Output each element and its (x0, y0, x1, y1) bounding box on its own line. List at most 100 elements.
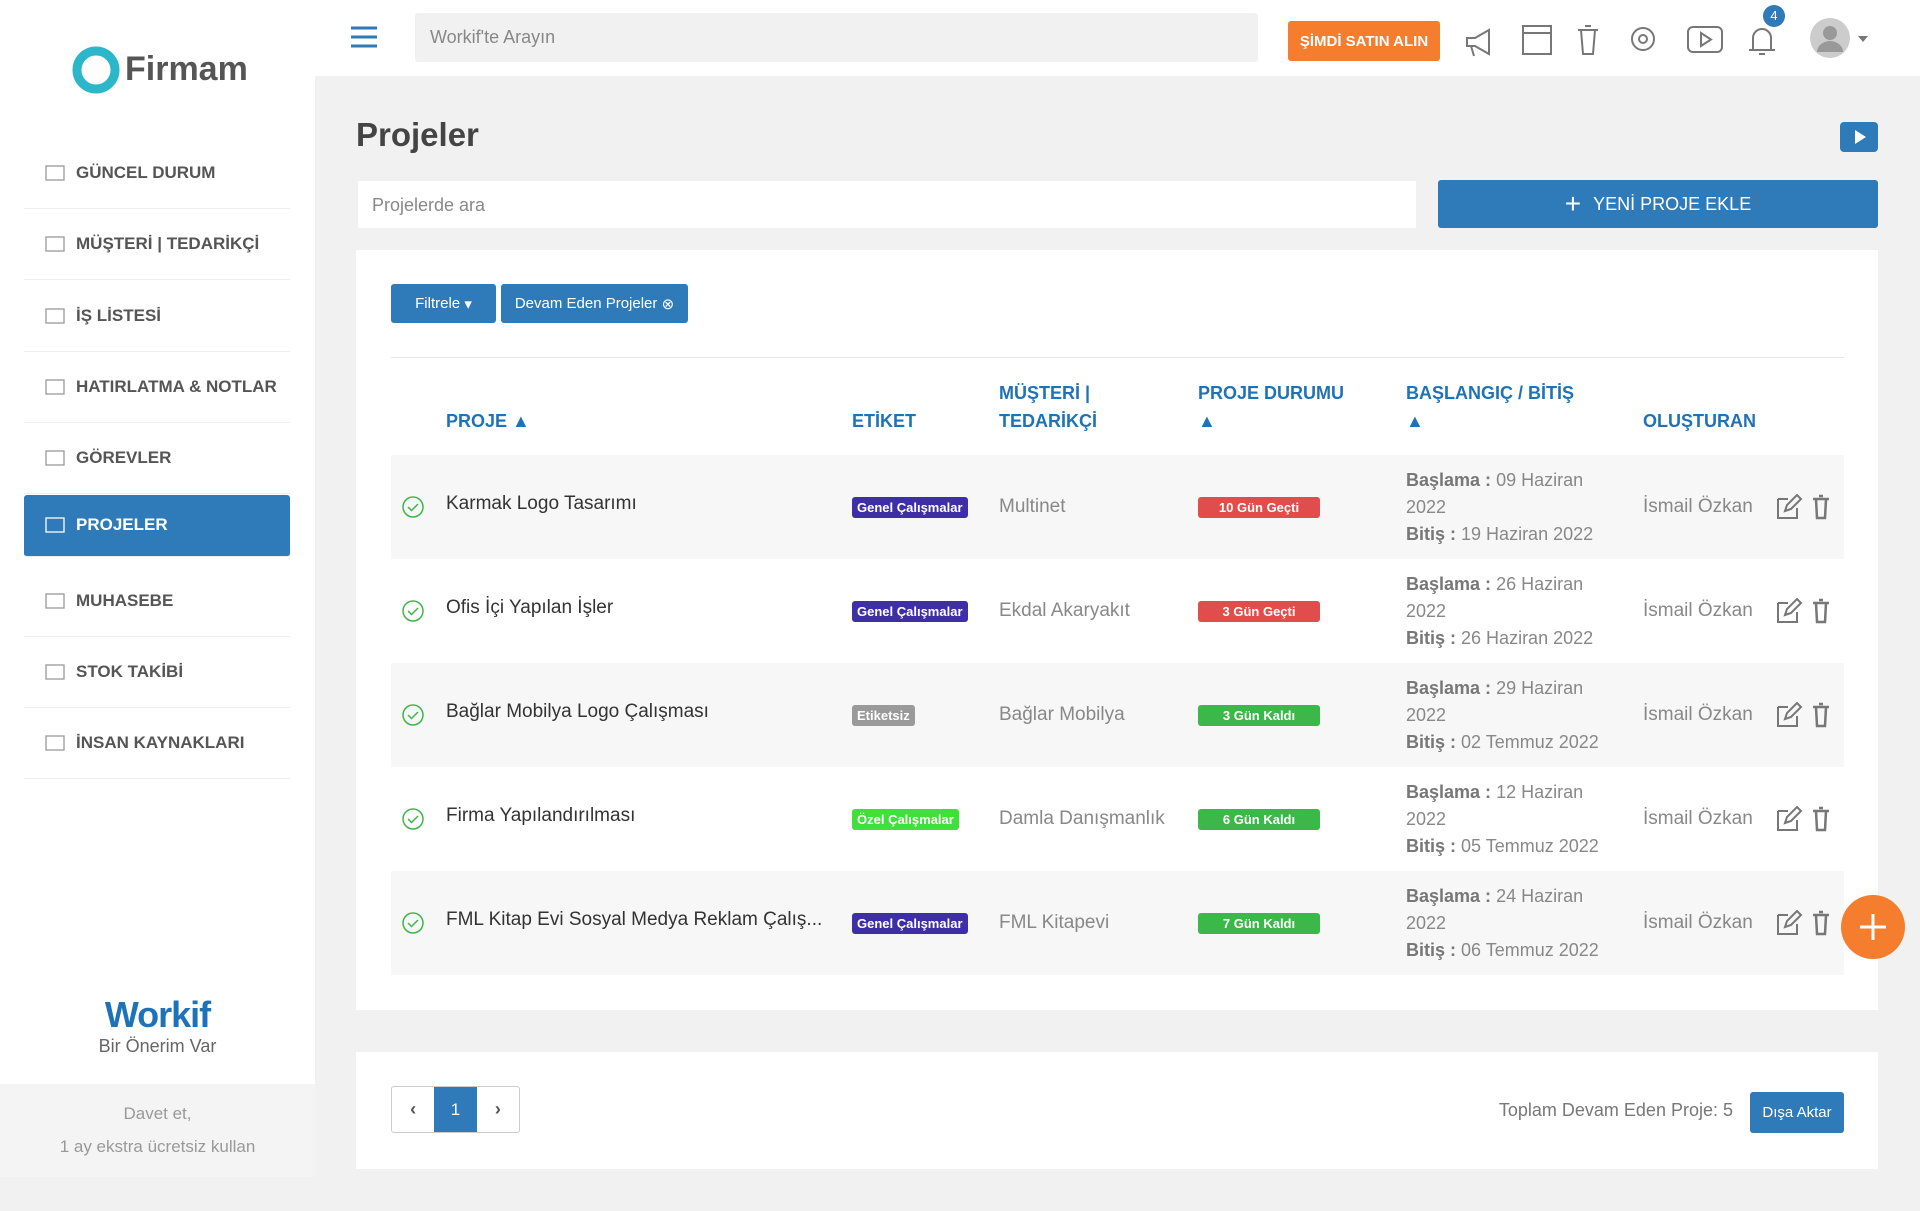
project-name[interactable]: Ofis İçi Yapılan İşler (446, 597, 614, 618)
status-cell: 6 Gün Kaldı (1198, 767, 1320, 871)
announce-icon[interactable] (1466, 28, 1490, 57)
active-filter[interactable]: Devam Eden Projeler ⊗ (501, 284, 688, 323)
customer: FML Kitapevi (999, 912, 1110, 933)
delete-icon[interactable] (1813, 806, 1829, 832)
date-cell: Başlama : 09 Haziran 2022 Bitiş : 19 Hazi… (1406, 455, 1606, 559)
dates: Başlama : 12 Haziran 2022 Bitiş : 05 Temm… (1406, 779, 1606, 860)
nav-item[interactable]: MÜŞTERİ | TEDARİKÇİ (24, 209, 290, 281)
nav-icon (45, 593, 65, 609)
creator: İsmail Özkan (1643, 808, 1753, 829)
nav-item[interactable]: GÜNCEL DURUM (24, 138, 290, 209)
global-search[interactable]: Workif'te Arayın (415, 13, 1258, 62)
filter-button[interactable]: Filtrele ▾ (391, 284, 496, 323)
column-header[interactable]: PROJE ▲ (446, 407, 646, 435)
edit-icon[interactable] (1777, 702, 1803, 727)
status-cell: 3 Gün Kaldı (1198, 663, 1320, 767)
plus-icon: + (1564, 188, 1582, 219)
nav-item[interactable]: İNSAN KAYNAKLARI (24, 708, 290, 780)
column-header[interactable]: OLUŞTURAN (1643, 407, 1843, 435)
nav-label: HATIRLATMA & NOTLAR (76, 376, 277, 396)
video-icon[interactable] (1687, 26, 1723, 53)
active-filter-label: Devam Eden Projeler (514, 295, 658, 312)
column-header[interactable]: MÜŞTERİ | TEDARİKÇİ (999, 379, 1109, 435)
invite-box[interactable]: Davet et, 1 ay ekstra ücretsiz kullan (0, 1084, 315, 1177)
customer: Ekdal Akaryakıt (999, 600, 1130, 621)
nav-item[interactable]: STOK TAKİBİ (24, 637, 290, 709)
check-icon (402, 600, 424, 622)
end-date: 19 Haziran 2022 (1461, 523, 1594, 544)
status-check[interactable] (401, 455, 425, 559)
delete-icon[interactable] (1813, 910, 1829, 936)
nav-item[interactable]: GÖREVLER (24, 423, 290, 495)
tag-cell: Genel Çalışmalar (852, 559, 968, 663)
next-page[interactable]: › (494, 1099, 501, 1119)
start-label: Başlama : (1406, 677, 1492, 698)
status-badge: 10 Gün Geçti (1198, 496, 1320, 518)
column-header[interactable]: ETİKET (852, 407, 1052, 435)
dates: Başlama : 09 Haziran 2022 Bitiş : 19 Hazi… (1406, 467, 1606, 548)
status-cell: 7 Gün Kaldı (1198, 871, 1320, 975)
status-check[interactable] (401, 663, 425, 767)
trash-icon[interactable] (1578, 25, 1598, 55)
nav-item[interactable]: İŞ LİSTESİ (24, 281, 290, 352)
header-label: MÜŞTERİ | TEDARİKÇİ (999, 383, 1097, 431)
project-name[interactable]: Karmak Logo Tasarımı (446, 493, 637, 514)
menu-icon[interactable] (351, 26, 377, 48)
table-row: Karmak Logo Tasarımı Genel Çalışmalar Mult… (391, 455, 1844, 559)
nav-label: İNSAN KAYNAKLARI (76, 733, 245, 753)
end-date: 02 Temmuz 2022 (1461, 731, 1599, 752)
status-check[interactable] (401, 559, 425, 663)
tag-badge: Özel Çalışmalar (852, 808, 959, 830)
nav-icon (45, 517, 65, 533)
buy-button[interactable]: ŞİMDİ SATIN ALIN (1288, 21, 1440, 61)
brand: Workif (104, 994, 211, 1035)
column-header[interactable]: BAŞLANGIÇ / BİTİŞ ▲ (1406, 379, 1606, 435)
dates: Başlama : 29 Haziran 2022 Bitiş : 02 Temm… (1406, 675, 1606, 756)
fab-add[interactable] (1838, 892, 1910, 964)
bell-icon[interactable] (1749, 28, 1775, 55)
nav-item[interactable]: HATIRLATMA & NOTLAR (24, 352, 290, 423)
creator: İsmail Özkan (1643, 704, 1753, 725)
prev-page[interactable]: ‹ (410, 1099, 417, 1119)
project-name[interactable]: Firma Yapılandırılması (446, 805, 636, 826)
nav-label: GÖREVLER (76, 448, 172, 468)
edit-icon[interactable] (1777, 806, 1803, 831)
status-check[interactable] (401, 767, 425, 871)
invite-line: 1 ay ekstra ücretsiz kullan (59, 1137, 256, 1156)
delete-icon[interactable] (1813, 494, 1829, 520)
nav-icon (45, 450, 65, 466)
status-check[interactable] (401, 871, 425, 975)
logo-icon (72, 46, 120, 94)
table-row: FML Kitap Evi Sosyal Medya Reklam Çalış.… (391, 871, 1844, 975)
start-date: 24 Haziran 2022 (1406, 885, 1584, 933)
edit-icon[interactable] (1777, 494, 1803, 519)
check-icon (402, 704, 424, 726)
project-name[interactable]: Bağlar Mobilya Logo Çalışması (446, 701, 709, 722)
nav-item[interactable]: MUHASEBE (24, 566, 290, 637)
settings-icon[interactable] (1631, 27, 1655, 51)
delete-icon[interactable] (1813, 702, 1829, 728)
footer-card (356, 1052, 1878, 1169)
edit-icon[interactable] (1777, 598, 1803, 623)
status-cell: 3 Gün Geçti (1198, 559, 1320, 663)
header-label: ETİKET (852, 411, 917, 431)
video-button[interactable] (1840, 122, 1878, 152)
project-name[interactable]: FML Kitap Evi Sosyal Medya Reklam Çalış.… (446, 909, 823, 930)
current-page[interactable]: 1 (434, 1087, 477, 1132)
export-button[interactable]: Dışa Aktar (1750, 1092, 1844, 1133)
avatar[interactable] (1810, 18, 1870, 60)
logo-text: Firmam (125, 50, 248, 88)
edit-icon[interactable] (1777, 910, 1803, 935)
column-header[interactable]: PROJE DURUMU ▲ (1198, 379, 1398, 435)
nav-item[interactable]: PROJELER (24, 494, 290, 557)
project-search[interactable]: Projelerde ara (358, 181, 1416, 228)
calendar-icon[interactable] (1522, 25, 1552, 55)
delete-icon[interactable] (1813, 598, 1829, 624)
status-badge: 6 Gün Kaldı (1198, 808, 1320, 830)
page-title: Projeler (356, 116, 479, 153)
end-date: 05 Temmuz 2022 (1461, 835, 1599, 856)
tag-badge: Genel Çalışmalar (852, 912, 968, 934)
end-date: 06 Temmuz 2022 (1461, 939, 1599, 960)
new-project-button[interactable]: + YENİ PROJE EKLE (1438, 180, 1878, 228)
